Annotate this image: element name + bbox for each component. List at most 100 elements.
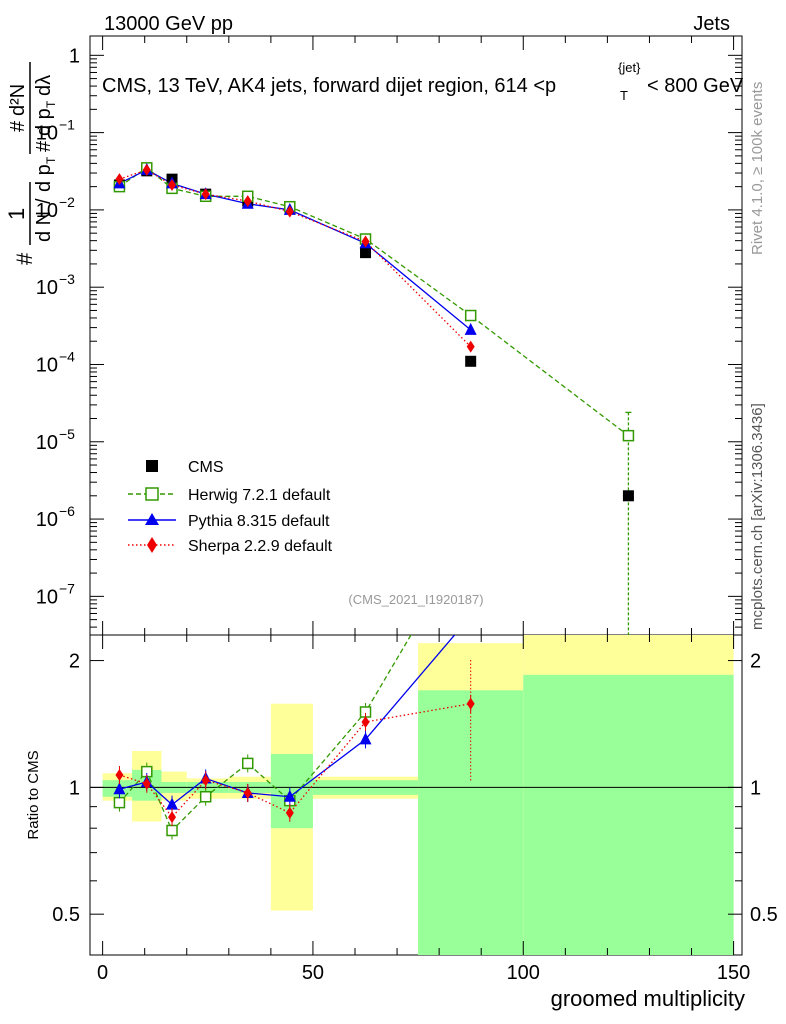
main-y-tick-exponent: −4 (59, 348, 75, 364)
legend-label-sherpa: Sherpa 2.2.9 default (188, 538, 333, 555)
ylabel-one: 1 (4, 208, 29, 220)
title-main: CMS, 13 TeV, AK4 jets, forward dijet reg… (102, 75, 556, 97)
legend-label-herwig: Herwig 7.2.1 default (188, 487, 331, 504)
ratio-band-stat-5 (270, 754, 313, 829)
main-y-tick-label: 10 (36, 586, 58, 608)
legend-entry-pythia: Pythia 8.315 default (128, 513, 330, 530)
mcplots-label: mcplots.cern.ch [arXiv:1306.3436] (749, 403, 766, 630)
x-tick-label: 0 (97, 962, 108, 984)
data-point-1-7 (464, 309, 477, 322)
legend-entry-sherpa: Sherpa 2.2.9 default (128, 537, 333, 555)
ylabel-T2: T (44, 100, 58, 108)
ylabel-dpt: d p (33, 164, 55, 192)
ratio-series-layer (113, 635, 475, 840)
main-y-tick-exponent: −1 (59, 117, 75, 133)
main-axis-ticks: 110−110−210−310−410−510−610−7 (36, 36, 742, 635)
ylabel-dpt2: d p (33, 108, 55, 136)
ratio-y-axis-label: Ratio to CMS (25, 750, 42, 839)
ratio-point-sherpa-2 (168, 811, 177, 824)
ratio-point-pythia-6 (359, 732, 372, 745)
title-end: < 800 GeV (647, 75, 744, 97)
ratio-point-sherpa-4 (243, 786, 252, 799)
ratio-y-tick-label-right: 2 (750, 651, 761, 673)
ylabel-hash3: # (33, 140, 55, 152)
main-y-tick-exponent: −3 (59, 271, 75, 287)
ratio-point-pythia-5 (283, 789, 296, 802)
main-y-tick-label: 10 (36, 123, 58, 145)
ratio-point-herwig-2 (166, 824, 178, 837)
ratio-y-tick-label-left: 0.5 (52, 904, 80, 926)
svg-text:/: / (33, 198, 55, 204)
main-y-tick-label: 10 (36, 509, 58, 531)
x-tick-label: 100 (507, 962, 540, 984)
ratio-uncertainty-bands (90, 635, 742, 955)
category-label: Jets (693, 13, 730, 35)
ylabel-hash2: # (7, 120, 29, 132)
data-point-0-7 (465, 355, 477, 367)
x-axis-label: groomed multiplicity (551, 986, 745, 1011)
ratio-y-tick-label-left: 2 (69, 651, 80, 673)
data-point-1-8 (622, 429, 635, 442)
plot-title: CMS, 13 TeV, AK4 jets, forward dijet reg… (102, 60, 744, 103)
ratio-point-sherpa-7 (466, 697, 475, 710)
data-point-3-2 (168, 178, 177, 191)
ratio-point-sherpa-1 (142, 777, 151, 790)
ratio-point-pythia-2 (166, 797, 179, 810)
main-y-tick-label: 10 (36, 200, 58, 222)
legend-label-cms: CMS (188, 459, 224, 476)
data-point-0-8 (622, 490, 634, 502)
data-point-3-7 (466, 340, 475, 353)
data-point-3-4 (243, 195, 252, 208)
ratio-point-sherpa-3 (201, 774, 210, 787)
legend-entry-herwig: Herwig 7.2.1 default (128, 487, 331, 504)
ratio-y-tick-label-left: 1 (69, 777, 80, 799)
data-point-2-7 (464, 322, 477, 335)
ratio-band-stat-8 (523, 674, 734, 955)
ratio-point-sherpa-5 (285, 806, 294, 819)
main-y-tick-label: 10 (36, 432, 58, 454)
main-y-tick-exponent: −5 (59, 426, 75, 442)
main-y-tick-exponent: −2 (59, 194, 75, 210)
ylabel-T: T (44, 156, 58, 164)
ratio-point-sherpa-6 (361, 715, 370, 728)
rivet-label: Rivet 4.1.0, ≥ 100k events (749, 82, 766, 255)
data-point-3-5 (285, 205, 294, 218)
ratio-point-herwig-0 (113, 796, 126, 809)
series-line-1 (119, 167, 629, 437)
data-point-3-6 (361, 235, 370, 248)
ratio-y-tick-label-right: 1 (750, 777, 761, 799)
series-line-3 (119, 169, 472, 348)
main-y-tick-label: 1 (69, 45, 80, 67)
title-sub: T (620, 88, 628, 103)
main-y-tick-exponent: −7 (59, 580, 75, 596)
legend-label-pythia: Pythia 8.315 default (188, 513, 330, 530)
main-y-tick-label: 10 (36, 277, 58, 299)
main-y-axis-label: # 1 d N / d p T # d²N # d p T dλ (4, 62, 58, 265)
data-point-3-0 (115, 173, 124, 186)
ylabel-dlam: dλ (33, 75, 55, 96)
ratio-point-sherpa-0 (115, 768, 124, 781)
legend-entry-cms: CMS (146, 459, 224, 476)
main-series-layer (113, 162, 635, 635)
title-sup: {jet} (618, 60, 641, 75)
legend-marker-cms (146, 460, 158, 472)
legend-marker-herwig (145, 487, 159, 501)
x-tick-label: 150 (717, 962, 750, 984)
main-y-tick-exponent: −6 (59, 503, 75, 519)
ratio-point-herwig-3 (199, 791, 212, 803)
ylabel-d2N: d²N (7, 84, 29, 116)
legend-marker-pythia (145, 513, 159, 525)
analysis-id: (CMS_2021_I1920187) (348, 592, 483, 607)
ylabel-dN: d N (33, 211, 55, 242)
data-point-3-3 (201, 188, 210, 201)
legend: CMS Herwig 7.2.1 default Pythia 8.315 de… (128, 459, 333, 555)
data-point-3-1 (142, 163, 151, 176)
ratio-point-pythia-0 (113, 782, 126, 795)
legend-marker-sherpa (147, 537, 157, 553)
main-y-tick-label: 10 (36, 354, 58, 376)
ratio-axis-ticks: 0 50 100 150 2 2 1 1 0.5 0.5 (52, 635, 778, 984)
x-tick-label: 50 (302, 962, 324, 984)
ratio-line-herwig (118, 635, 412, 832)
ratio-y-tick-label-right: 0.5 (750, 904, 778, 926)
